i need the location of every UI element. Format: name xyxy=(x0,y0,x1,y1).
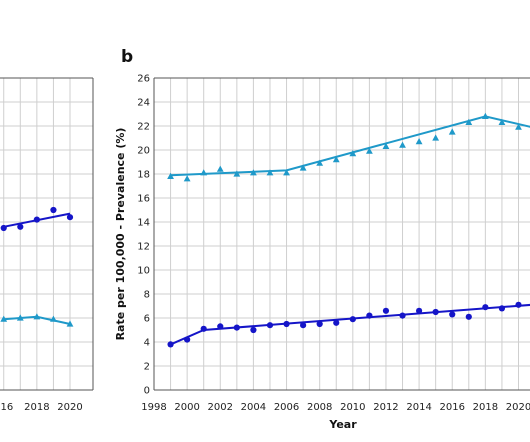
data-point-triangle xyxy=(515,123,522,130)
data-point-circle xyxy=(66,214,74,221)
x-axis-label: Year xyxy=(328,418,357,431)
x-tick-label: 2018 xyxy=(473,402,498,413)
data-point-triangle xyxy=(183,175,191,182)
y-tick-label: 26 xyxy=(137,74,150,85)
x-tick-label: 2012 xyxy=(373,402,398,413)
data-point-circle xyxy=(432,308,439,316)
x-tick-label: 2020 xyxy=(57,402,82,413)
data-point-triangle xyxy=(0,315,8,322)
x-tick-label: 2010 xyxy=(340,402,365,413)
data-point-triangle xyxy=(167,172,174,179)
data-point-circle xyxy=(316,320,323,328)
x-tick-label: 2002 xyxy=(208,402,233,413)
trend-line xyxy=(170,303,530,346)
panel-b-grid xyxy=(153,77,530,391)
data-point-triangle xyxy=(33,313,41,320)
y-tick-label: 20 xyxy=(137,146,150,157)
data-point-circle xyxy=(415,307,423,314)
panel-b-marks xyxy=(167,112,530,348)
y-tick-label: 6 xyxy=(144,314,150,325)
data-point-triangle xyxy=(432,134,440,141)
data-point-circle xyxy=(366,312,373,319)
data-point-triangle xyxy=(50,315,57,322)
y-tick-label: 2 xyxy=(144,362,150,373)
x-tick-label: 2008 xyxy=(307,402,332,413)
data-point-circle xyxy=(50,206,57,214)
panel-a-grid xyxy=(0,77,93,391)
data-point-triangle xyxy=(233,170,241,177)
data-point-triangle xyxy=(332,156,340,163)
x-tick-label: 2018 xyxy=(24,402,49,413)
data-point-circle xyxy=(382,307,390,314)
y-tick-label: 22 xyxy=(137,122,150,133)
data-point-circle xyxy=(333,319,340,326)
y-tick-label: 10 xyxy=(137,266,150,277)
y-tick-label: 24 xyxy=(137,98,150,109)
x-tick-label: 2020 xyxy=(506,402,530,413)
y-tick-label: 18 xyxy=(137,170,150,181)
y-tick-label: 12 xyxy=(137,242,150,253)
x-tick-label: 2014 xyxy=(406,402,431,413)
data-point-circle xyxy=(482,304,489,311)
data-point-circle xyxy=(167,341,174,348)
data-point-circle xyxy=(283,320,290,328)
data-point-circle xyxy=(515,301,522,308)
data-point-circle xyxy=(0,224,7,232)
data-point-triangle xyxy=(481,112,489,119)
data-point-circle xyxy=(465,313,472,320)
data-point-triangle xyxy=(200,169,208,176)
panel-a-x-ticks: 016 2018 2020 xyxy=(0,402,83,413)
data-point-circle xyxy=(399,312,406,319)
data-point-circle xyxy=(300,322,307,329)
data-point-triangle xyxy=(365,147,373,154)
panel-b-label: b xyxy=(121,47,133,67)
y-tick-label: 8 xyxy=(144,290,150,301)
data-point-triangle xyxy=(448,128,456,135)
x-tick-label: 016 xyxy=(0,402,13,413)
data-point-triangle xyxy=(498,118,506,125)
x-tick-label: 2016 xyxy=(440,402,465,413)
data-point-triangle xyxy=(250,169,257,176)
data-point-circle xyxy=(449,311,456,318)
data-point-triangle xyxy=(66,320,74,327)
data-point-triangle xyxy=(465,118,473,125)
y-tick-label: 4 xyxy=(144,338,150,349)
data-point-triangle xyxy=(316,159,324,166)
data-point-circle xyxy=(217,323,224,330)
panel-a-marks xyxy=(0,206,74,327)
data-point-triangle xyxy=(16,314,24,321)
data-point-triangle xyxy=(415,138,423,145)
data-point-circle xyxy=(250,326,257,334)
data-point-triangle xyxy=(382,142,390,149)
data-point-circle xyxy=(498,305,506,312)
x-tick-label: 2004 xyxy=(241,402,266,413)
y-axis-label: Rate per 100,000 - Prevalence (%) xyxy=(114,128,127,341)
data-point-circle xyxy=(266,322,274,329)
x-tick-label: 1998 xyxy=(141,402,166,413)
data-point-triangle xyxy=(283,169,290,176)
data-point-circle xyxy=(233,324,240,331)
y-tick-label: 0 xyxy=(144,386,150,397)
panel-b-x-ticks: 1998 2000 2002 2004 2006 2008 2010 2012 2014 2016… xyxy=(141,402,530,413)
data-point-triangle xyxy=(299,164,307,171)
data-point-circle xyxy=(33,216,40,223)
x-tick-label: 2006 xyxy=(274,402,299,413)
data-point-circle xyxy=(17,223,24,230)
data-point-triangle xyxy=(349,150,357,157)
data-point-circle xyxy=(349,316,356,323)
data-point-triangle xyxy=(399,141,406,148)
x-tick-label: 2000 xyxy=(174,402,199,413)
data-point-circle xyxy=(200,325,207,332)
data-point-triangle xyxy=(266,169,274,176)
trend-line xyxy=(170,115,530,177)
data-point-circle xyxy=(184,336,191,343)
data-point-triangle xyxy=(216,165,224,172)
y-tick-label: 14 xyxy=(137,218,150,229)
panel-a: 016 2018 2020 xyxy=(0,77,94,413)
y-tick-label: 16 xyxy=(137,194,150,205)
